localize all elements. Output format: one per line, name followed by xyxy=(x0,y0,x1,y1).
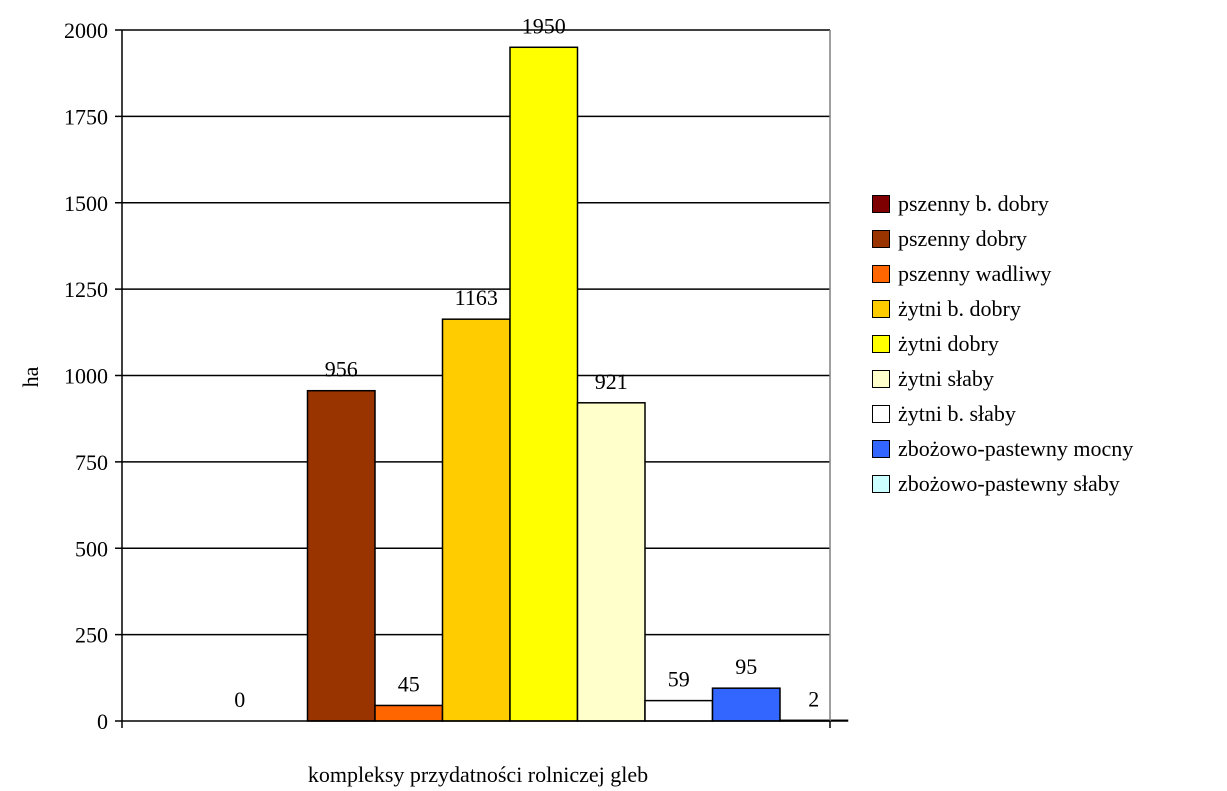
data-label: 1163 xyxy=(455,285,498,310)
bar xyxy=(713,688,781,721)
data-label: 921 xyxy=(595,369,628,394)
legend-label: żytni b. słaby xyxy=(898,401,1016,427)
legend-swatch xyxy=(872,440,890,458)
legend-swatch xyxy=(872,195,890,213)
legend-item: żytni b. dobry xyxy=(872,291,1133,326)
legend-label: pszenny dobry xyxy=(898,226,1027,252)
legend-swatch xyxy=(872,475,890,493)
data-label: 0 xyxy=(234,687,245,712)
legend-label: pszenny wadliwy xyxy=(898,261,1051,287)
legend-swatch xyxy=(872,370,890,388)
legend-swatch xyxy=(872,335,890,353)
legend-label: zbożowo-pastewny słaby xyxy=(898,471,1120,497)
data-label: 2 xyxy=(808,686,819,711)
legend: pszenny b. dobry pszenny dobry pszenny wad… xyxy=(872,186,1133,501)
y-tick-label: 2000 xyxy=(64,18,108,43)
bar xyxy=(443,319,511,721)
y-tick-label: 1000 xyxy=(64,364,108,389)
legend-label: zbożowo-pastewny mocny xyxy=(898,436,1133,462)
data-label: 95 xyxy=(735,654,757,679)
legend-swatch xyxy=(872,405,890,423)
bar xyxy=(375,705,443,721)
y-tick-label: 500 xyxy=(75,536,108,561)
legend-item: pszenny dobry xyxy=(872,221,1133,256)
legend-label: pszenny b. dobry xyxy=(898,191,1049,217)
bars xyxy=(308,47,848,721)
legend-item: żytni słaby xyxy=(872,361,1133,396)
y-tick-label: 250 xyxy=(75,623,108,648)
y-tick-label: 0 xyxy=(97,709,108,734)
legend-item: żytni b. słaby xyxy=(872,396,1133,431)
data-label: 59 xyxy=(668,667,690,692)
data-label: 45 xyxy=(398,671,420,696)
bar xyxy=(308,391,376,721)
x-axis-label: kompleksy przydatności rolniczej gleb xyxy=(308,762,648,787)
legend-item: zbożowo-pastewny mocny xyxy=(872,431,1133,466)
bar xyxy=(645,701,713,721)
y-axis-label: ha xyxy=(18,366,43,387)
bar xyxy=(578,403,646,721)
y-tick-label: 750 xyxy=(75,450,108,475)
data-label: 1950 xyxy=(522,13,566,38)
legend-swatch xyxy=(872,265,890,283)
y-tick-label: 1250 xyxy=(64,277,108,302)
data-label: 956 xyxy=(325,357,358,382)
legend-swatch xyxy=(872,230,890,248)
legend-label: żytni dobry xyxy=(898,331,999,357)
legend-label: żytni b. dobry xyxy=(898,296,1021,322)
y-tick-label: 1750 xyxy=(64,104,108,129)
y-tick-labels: 0 250 500 750 1000 1250 1500 1750 2000 xyxy=(64,18,108,734)
bar xyxy=(510,47,578,721)
legend-swatch xyxy=(872,300,890,318)
y-tick-label: 1500 xyxy=(64,191,108,216)
legend-item: żytni dobry xyxy=(872,326,1133,361)
legend-item: pszenny b. dobry xyxy=(872,186,1133,221)
legend-item: pszenny wadliwy xyxy=(872,256,1133,291)
legend-label: żytni słaby xyxy=(898,366,994,392)
legend-item: zbożowo-pastewny słaby xyxy=(872,466,1133,501)
